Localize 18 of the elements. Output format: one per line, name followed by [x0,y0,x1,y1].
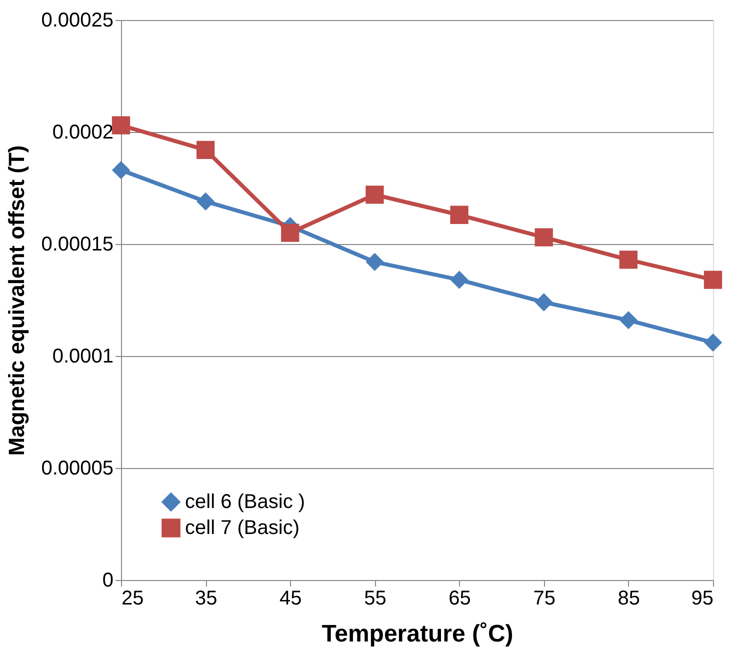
x-tick-label: 65 [448,588,471,610]
x-tick-label: 55 [364,588,386,610]
legend-label: cell 6 (Basic ) [185,491,306,513]
x-tick-label: 75 [533,588,556,610]
x-tick-label: 85 [618,588,640,610]
y-axis-title: Magnetic equivalent offset (T) [4,145,30,456]
x-tick-label: 35 [194,588,218,610]
legend-label: cell 7 (Basic) [185,517,300,539]
y-tick-label: 0.0001 [52,346,114,368]
y-tick-label: 0.00015 [41,234,114,256]
x-tick-label: 95 [691,588,714,610]
x-axis-title: Temperature (˚C) [322,620,514,648]
y-tick-label: 0 [102,570,114,592]
x-tick-label: 45 [280,588,302,610]
y-tick-label: 0.0002 [52,122,114,144]
x-tick-label: 25 [122,588,144,610]
y-tick-label: 0.00005 [41,458,114,480]
y-tick-label: 0.00025 [41,10,114,32]
